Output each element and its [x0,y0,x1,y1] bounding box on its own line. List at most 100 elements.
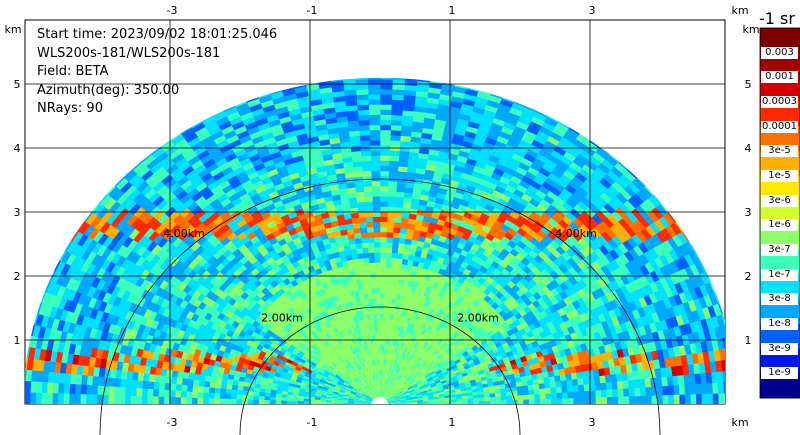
heatmap-cell [379,114,392,121]
heatmap-cell [374,257,381,263]
heatmap-cell [595,389,602,398]
heatmap-cell [634,395,642,404]
heatmap-cell [718,392,725,404]
heatmap-cell [577,384,585,392]
heatmap-cell [473,400,480,404]
heatmap-cell [611,388,619,397]
heatmap-cell [376,313,381,319]
heatmap-cell [729,381,735,393]
heatmap-cell [628,387,636,397]
heatmap-cell [379,200,389,207]
heatmap-cell [367,93,381,100]
heatmap-cell [379,170,390,177]
heatmap-cell [379,231,387,238]
heatmap-cell [601,396,608,404]
heatmap-cell [382,313,388,320]
heatmap-cell [594,382,602,391]
heatmap-cell [534,398,541,404]
heatmap-cell [388,155,400,162]
heatmap-cell [379,175,390,182]
heatmap-cell [379,190,389,197]
heatmap-cell [361,247,369,254]
heatmap-cell [373,241,381,248]
heatmap-cell [391,247,399,254]
heatmap-cell [612,396,619,404]
heatmap-cell [623,387,630,397]
heatmap-cell [371,190,381,197]
heatmap-cell [379,267,386,274]
heatmap-cell [484,400,491,404]
heatmap-cell [369,129,381,136]
heatmap-cell [566,385,574,393]
heatmap-cell [556,391,563,399]
heatmap-cell [386,226,394,233]
heatmap-cell [539,387,546,395]
heatmap-cell [379,88,393,95]
heatmap-cell [379,318,384,325]
heatmap-cell [662,394,670,404]
heatmap-cell [730,393,736,404]
heatmap-cell [544,381,551,389]
heatmap-cell [373,231,381,238]
heatmap-cell [379,129,391,136]
heatmap-cell [695,383,703,395]
heatmap-cell [539,393,547,400]
heatmap-cell [673,394,681,404]
heatmap-cell [375,308,381,314]
heatmap-cell [359,226,368,234]
heatmap-cell [379,251,387,258]
heatmap-cell [735,381,741,393]
heatmap-cell [379,93,393,100]
heatmap-cell [372,216,381,223]
heatmap-cell [375,297,381,304]
heatmap-cell [550,392,558,399]
heatmap-cell [522,394,530,400]
heatmap-cell [389,129,402,136]
heatmap-cell [374,272,381,279]
heatmap-cell [361,170,372,177]
heatmap-cell [371,200,381,207]
heatmap-cell [385,241,393,248]
heatmap-cell [368,109,381,116]
heatmap-cell [550,386,558,394]
heatmap-cell [366,231,374,238]
heatmap-cell [523,398,530,404]
heatmap-cell [639,386,647,397]
heatmap-cell [734,370,741,382]
heatmap-cell [383,292,389,299]
heatmap-cell [355,196,365,203]
heatmap-cell [356,104,370,111]
heatmap-cell [362,252,370,259]
heatmap-cell [370,277,376,284]
heatmap-cell [712,382,720,394]
heatmap-cell [372,206,381,212]
heatmap-cell [617,395,625,404]
heatmap-cell [379,308,385,314]
heatmap-cell [684,383,692,395]
heatmap-cell [359,139,371,147]
heatmap-cell [727,359,734,371]
heatmap-cell [370,175,381,182]
heatmap-cell [390,119,403,126]
heatmap-cell [634,387,641,397]
heatmap-cell [573,397,580,404]
heatmap-cell [544,387,552,394]
heatmap-cell [358,129,371,136]
heatmap-cell [388,175,398,182]
heatmap-cell [528,398,536,404]
heatmap-cell [370,282,376,289]
heatmap-cell [701,393,709,404]
heatmap-cell [379,149,391,156]
heatmap-cell [391,99,404,106]
heatmap-cell [388,170,399,177]
heatmap-cell [379,297,385,304]
heatmap-cell [387,185,397,192]
heatmap-cell [395,191,405,198]
heatmap-cell [386,221,395,228]
heatmap-cell [696,393,703,404]
heatmap-cell [370,287,377,294]
heatmap-cell [375,302,381,309]
heatmap-cell [379,180,389,187]
heatmap-cell [572,384,580,392]
heatmap-cell [369,139,381,146]
